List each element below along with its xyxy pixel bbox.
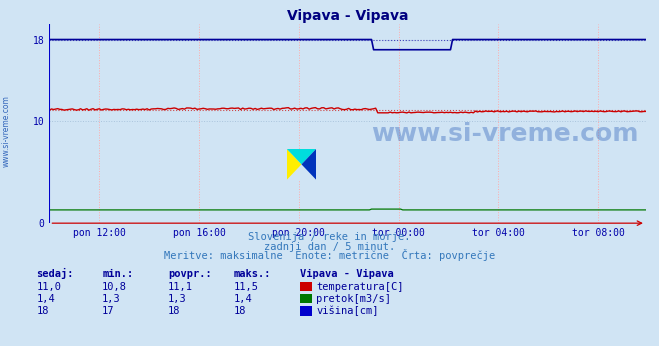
- Text: Slovenija / reke in morje.: Slovenija / reke in morje.: [248, 233, 411, 243]
- Text: 10,8: 10,8: [102, 282, 127, 292]
- Polygon shape: [287, 149, 316, 164]
- Text: 18: 18: [234, 306, 246, 316]
- Text: 1,4: 1,4: [234, 294, 252, 304]
- Text: 11,1: 11,1: [168, 282, 193, 292]
- Text: www.si-vreme.com: www.si-vreme.com: [372, 122, 639, 146]
- Text: maks.:: maks.:: [234, 269, 272, 279]
- Title: Vipava - Vipava: Vipava - Vipava: [287, 9, 409, 23]
- Polygon shape: [302, 149, 316, 180]
- Polygon shape: [287, 149, 302, 180]
- Text: sedaj:: sedaj:: [36, 268, 74, 279]
- Text: 1,3: 1,3: [102, 294, 121, 304]
- Text: pretok[m3/s]: pretok[m3/s]: [316, 294, 391, 304]
- Text: temperatura[C]: temperatura[C]: [316, 282, 404, 292]
- Text: povpr.:: povpr.:: [168, 269, 212, 279]
- Text: 18: 18: [36, 306, 49, 316]
- Text: 17: 17: [102, 306, 115, 316]
- Text: min.:: min.:: [102, 269, 133, 279]
- Text: 1,3: 1,3: [168, 294, 186, 304]
- Text: 18: 18: [168, 306, 181, 316]
- Text: 11,5: 11,5: [234, 282, 259, 292]
- Text: 1,4: 1,4: [36, 294, 55, 304]
- Text: 11,0: 11,0: [36, 282, 61, 292]
- Text: Vipava - Vipava: Vipava - Vipava: [300, 269, 393, 279]
- Text: višina[cm]: višina[cm]: [316, 306, 379, 316]
- Text: www.si-vreme.com: www.si-vreme.com: [2, 95, 11, 167]
- Text: Meritve: maksimalne  Enote: metrične  Črta: povprečje: Meritve: maksimalne Enote: metrične Črta…: [164, 249, 495, 261]
- Text: zadnji dan / 5 minut.: zadnji dan / 5 minut.: [264, 242, 395, 252]
